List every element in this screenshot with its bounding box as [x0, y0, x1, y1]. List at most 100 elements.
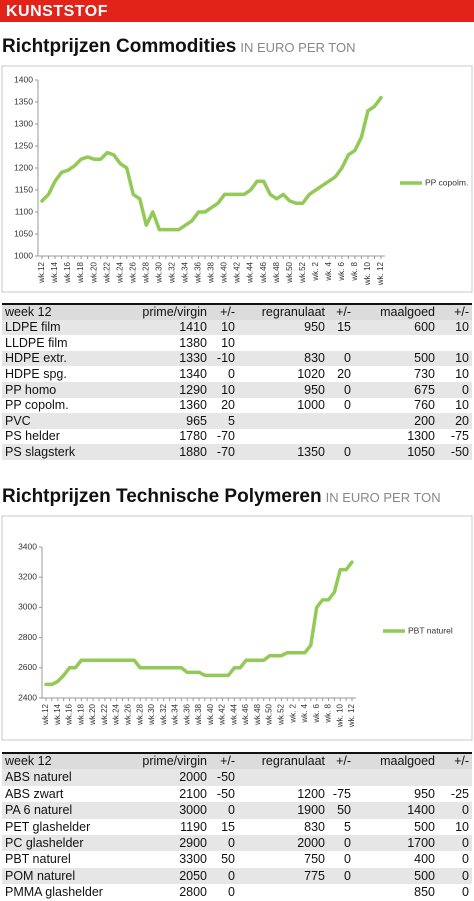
table-row: HDPE extr. 1330 -10 830 0 500 10	[2, 350, 472, 367]
x-tick-label: wk.44	[246, 261, 255, 283]
price-table: week 12 prime/virgin +/- regranulaat +/- maal…	[2, 303, 472, 460]
price-cell: 0	[438, 834, 472, 852]
y-tick-label: 1400	[14, 74, 33, 84]
x-tick-label: wk.28	[141, 261, 150, 283]
material-cell: PP copolm.	[5, 398, 69, 413]
price-cell: -70	[210, 444, 238, 460]
price-cell: 2000	[124, 769, 210, 786]
material-cell: PS helder	[5, 429, 60, 444]
x-tick-label: wk. 6	[312, 703, 321, 723]
price-cell: 730	[414, 366, 435, 381]
table-row: PBT naturel 3300 50 750 0 400 0	[2, 851, 472, 867]
price-cell: 10	[221, 335, 235, 350]
price-cell: 200	[354, 413, 438, 429]
price-cell: 10	[438, 350, 472, 367]
legend-label: PP copolm.	[425, 177, 468, 187]
column-header: maalgoed	[354, 751, 438, 770]
y-tick-label: 3000	[18, 602, 37, 612]
y-tick-label: 1100	[15, 206, 34, 216]
y-tick-label: 1000	[14, 250, 33, 260]
material-cell: HDPE extr.	[2, 350, 124, 367]
chart-title: Richtprijzen Commodities	[2, 36, 236, 57]
price-cell: 1360	[179, 398, 207, 413]
price-cell: 0	[328, 444, 354, 460]
price-cell: 50	[221, 852, 235, 867]
price-cell: 0	[462, 885, 469, 900]
column-header: prime/virgin	[124, 303, 210, 320]
y-tick-label: 1150	[15, 184, 34, 194]
x-tick-label: wk.30	[154, 261, 163, 283]
price-cell: 500	[354, 867, 438, 885]
header-row: week 12 prime/virgin +/- regranulaat +/- maal…	[2, 303, 472, 320]
price-cell	[238, 335, 328, 351]
x-tick-label: wk. 8	[350, 261, 359, 281]
x-tick-label: wk.42	[233, 261, 242, 283]
x-tick-label: wk. 10	[363, 261, 372, 286]
price-cell: 1340	[179, 366, 207, 381]
table-row: ABS zwart 2100 -50 1200 -75 950 -25	[2, 786, 472, 802]
x-tick-label: wk. 12	[347, 703, 356, 728]
price-cell: 0	[328, 834, 354, 852]
price-cell: 3000	[124, 802, 210, 819]
price-cell	[328, 884, 354, 900]
price-cell: 0	[344, 852, 351, 867]
x-tick-label: wk.34	[181, 261, 190, 283]
price-cell: 950	[414, 786, 435, 801]
x-tick-label: wk.52	[298, 261, 307, 283]
material-cell: PMMA glashelder	[5, 885, 103, 900]
header-row: week 12 prime/virgin +/- regranulaat +/- maal…	[2, 751, 472, 770]
price-cell: 5	[210, 413, 238, 429]
price-cell: 965	[124, 413, 210, 429]
chart-subtitle: IN EURO PER TON	[326, 490, 441, 505]
table-row: PS helder 1780 -70 1300 -75	[2, 429, 472, 445]
price-cell: 0	[328, 867, 354, 885]
x-tick-label: wk.44	[229, 703, 238, 725]
price-cell: 775	[238, 867, 328, 885]
x-tick-label: wk.50	[265, 703, 274, 725]
x-tick-label: wk.26	[128, 261, 137, 283]
price-cell: 3300	[179, 852, 207, 867]
price-cell: 1880	[124, 444, 210, 460]
price-cell: -50	[438, 444, 472, 460]
price-cell: 500	[414, 819, 435, 834]
x-tick-label: wk.20	[89, 261, 98, 283]
chart-frame	[1, 515, 473, 741]
x-tick-label: wk.28	[135, 703, 144, 725]
price-cell: 15	[221, 819, 235, 834]
material-cell: PVC	[2, 413, 124, 429]
x-tick-label: wk.52	[276, 703, 285, 725]
price-cell	[328, 769, 354, 786]
column-header: +/-	[438, 303, 472, 320]
price-cell	[438, 769, 472, 786]
price-cell: 1190	[180, 819, 207, 834]
column-header: +/-	[328, 303, 354, 320]
y-tick-label: 3200	[18, 571, 37, 581]
column-header: +/-	[210, 303, 238, 320]
price-cell: 1780	[179, 429, 207, 444]
x-tick-label: wk.50	[285, 261, 294, 283]
price-cell: 1020	[297, 366, 325, 381]
price-cell	[328, 429, 354, 445]
chart-subtitle: IN EURO PER TON	[240, 40, 355, 55]
x-tick-label: wk. 2	[288, 703, 297, 723]
x-tick-label: wk. 2	[311, 261, 320, 281]
x-tick-label: wk.38	[194, 703, 203, 725]
price-cell: 10	[455, 398, 469, 413]
table-row: PMMA glashelder 2800 0 850 0	[2, 884, 472, 900]
table-row: LLDPE film 1380 10	[2, 335, 472, 351]
price-cell: 750	[304, 852, 325, 867]
price-cell: -75	[450, 429, 469, 444]
x-tick-label: wk.26	[123, 703, 132, 725]
x-tick-label: wk. 12	[376, 261, 385, 286]
price-cell	[354, 335, 438, 351]
y-tick-label: 1200	[14, 162, 33, 172]
price-cell: 830	[304, 819, 325, 834]
price-cell: 0	[228, 885, 235, 900]
y-tick-label: 1050	[14, 228, 33, 238]
price-cell: 0	[344, 398, 351, 413]
price-cell: 1290	[124, 381, 210, 398]
x-tick-label: wk.38	[207, 261, 216, 283]
material-cell: PS slagsterk	[2, 444, 124, 460]
x-tick-label: wk.16	[65, 703, 74, 725]
